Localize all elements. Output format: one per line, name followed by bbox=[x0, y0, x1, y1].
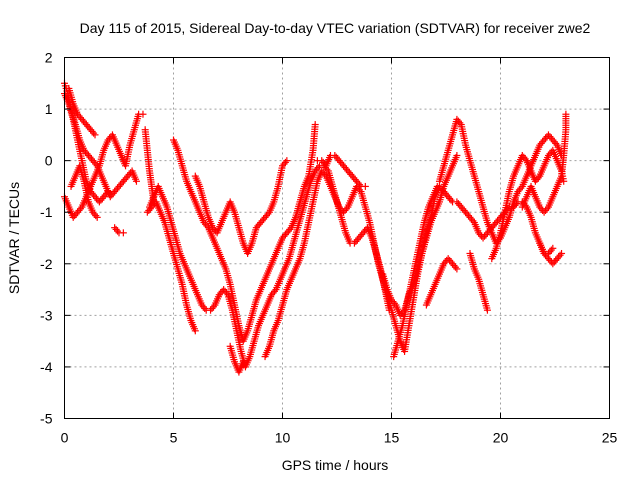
data-point bbox=[361, 182, 369, 190]
data-points-layer bbox=[61, 79, 570, 376]
data-point bbox=[342, 205, 350, 213]
data-point bbox=[558, 249, 566, 257]
y-tick-label: 2 bbox=[45, 50, 53, 66]
data-point bbox=[534, 174, 542, 182]
data-point bbox=[92, 212, 100, 220]
data-point bbox=[469, 217, 477, 225]
y-tick-label: -1 bbox=[40, 204, 53, 220]
data-point bbox=[150, 198, 158, 206]
data-point bbox=[547, 246, 555, 254]
data-point bbox=[433, 182, 441, 190]
data-point bbox=[453, 151, 461, 159]
data-point bbox=[264, 210, 272, 218]
data-point bbox=[321, 170, 329, 178]
data-point bbox=[451, 263, 459, 271]
data-point bbox=[283, 157, 291, 165]
data-point bbox=[139, 110, 147, 118]
data-point bbox=[311, 121, 319, 129]
axis-layer bbox=[64, 57, 610, 419]
x-tick-label: 25 bbox=[602, 430, 618, 446]
data-point bbox=[562, 110, 570, 118]
data-point bbox=[271, 287, 279, 295]
y-tick-label: -5 bbox=[40, 411, 53, 427]
data-point bbox=[483, 306, 491, 314]
data-point bbox=[517, 184, 525, 192]
y-tick-label: 0 bbox=[45, 153, 53, 169]
data-point bbox=[286, 225, 294, 233]
data-point bbox=[201, 304, 209, 312]
x-tick-label: 10 bbox=[275, 430, 291, 446]
data-point bbox=[543, 205, 551, 213]
data-point bbox=[390, 299, 398, 307]
x-tick-label: 15 bbox=[384, 430, 400, 446]
data-point bbox=[91, 131, 99, 139]
data-point bbox=[103, 189, 111, 197]
x-tick-label: 20 bbox=[493, 430, 509, 446]
data-point bbox=[552, 139, 560, 147]
y-tick-label: -3 bbox=[40, 307, 53, 323]
data-point bbox=[119, 229, 127, 237]
data-point bbox=[314, 164, 322, 172]
data-point bbox=[191, 327, 199, 335]
ticks-layer: 0 5 10 15 20 25 -5 -4 -3 -2 -1 0 1 2 bbox=[40, 50, 617, 446]
plot-frame bbox=[64, 57, 610, 419]
data-point bbox=[447, 196, 455, 204]
data-point bbox=[356, 181, 364, 189]
data-point bbox=[209, 303, 217, 311]
data-point bbox=[560, 177, 568, 185]
data-point bbox=[90, 129, 98, 137]
x-tick-label: 0 bbox=[61, 430, 69, 446]
data-point bbox=[76, 205, 84, 213]
x-tick-label: 5 bbox=[170, 430, 178, 446]
data-point bbox=[239, 358, 247, 366]
y-axis-label: SDTVAR / TECUs bbox=[6, 182, 22, 294]
data-point bbox=[456, 119, 464, 127]
chart-title: Day 115 of 2015, Sidereal Day-to-day VTE… bbox=[80, 20, 591, 36]
x-axis-label: GPS time / hours bbox=[282, 457, 389, 473]
y-tick-label: -2 bbox=[40, 256, 53, 272]
y-tick-label: -4 bbox=[40, 359, 53, 375]
data-point bbox=[521, 155, 529, 163]
data-point bbox=[281, 158, 289, 166]
data-point bbox=[104, 188, 112, 196]
grid-layer bbox=[64, 57, 610, 419]
data-point bbox=[93, 213, 101, 221]
data-point bbox=[132, 177, 140, 185]
data-point bbox=[549, 244, 557, 252]
data-point bbox=[453, 265, 461, 273]
y-tick-label: 1 bbox=[45, 101, 53, 117]
data-point bbox=[114, 227, 122, 235]
data-point bbox=[556, 251, 564, 259]
